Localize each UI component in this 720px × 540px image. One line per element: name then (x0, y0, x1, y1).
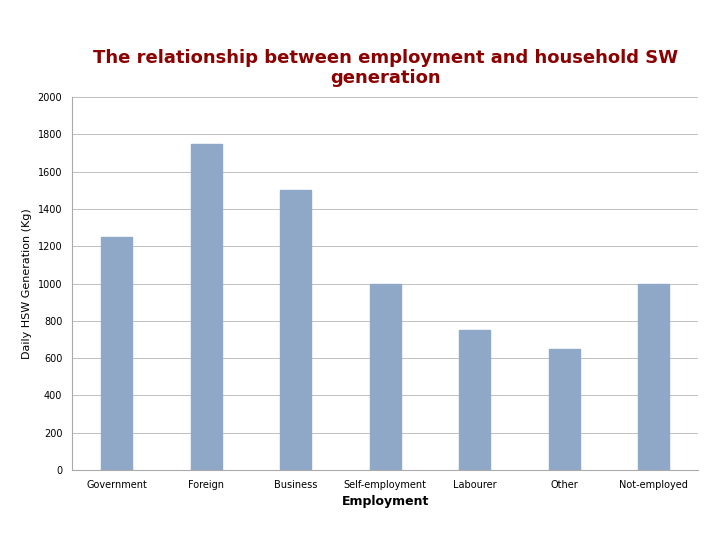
Bar (369, 284, 401, 470)
Bar (280, 191, 311, 470)
Bar (459, 330, 490, 470)
Bar (191, 144, 222, 470)
Bar (549, 349, 580, 470)
Bar (638, 284, 670, 470)
Title: The relationship between employment and household SW
generation: The relationship between employment and … (93, 49, 678, 87)
Y-axis label: Daily HSW Generation (Kg): Daily HSW Generation (Kg) (22, 208, 32, 359)
Bar (101, 237, 132, 470)
X-axis label: Employment: Employment (341, 495, 429, 508)
